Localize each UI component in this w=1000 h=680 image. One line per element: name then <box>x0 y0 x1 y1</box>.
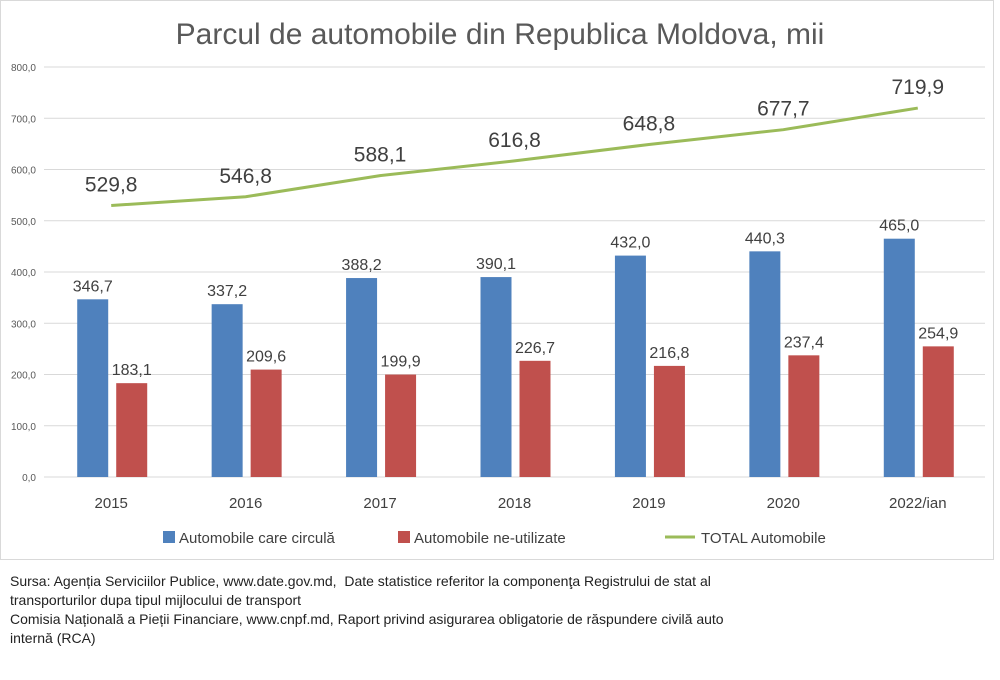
legend-swatch <box>163 531 175 543</box>
y-tick-label: 200,0 <box>11 371 36 382</box>
source-note: Sursa: Agenția Serviciilor Publice, www.… <box>10 572 870 648</box>
y-tick-label: 0,0 <box>22 473 36 484</box>
data-label: 199,9 <box>381 354 421 371</box>
x-tick-label: 2020 <box>767 495 800 512</box>
source-line: Comisia Națională a Pieții Financiare, w… <box>10 611 724 627</box>
x-tick-label: 2017 <box>363 495 396 512</box>
bar-circulating <box>480 277 512 477</box>
bar-circulating <box>77 299 109 477</box>
line-total <box>111 106 919 207</box>
y-tick-label: 500,0 <box>11 217 36 228</box>
x-tick-label: 2018 <box>498 495 531 512</box>
y-tick-label: 800,0 <box>11 63 36 74</box>
chart-area <box>0 0 994 560</box>
data-label: 432,0 <box>610 235 650 252</box>
legend-label: TOTAL Automobile <box>701 530 826 547</box>
bar-unused <box>250 369 282 477</box>
y-tick-label: 700,0 <box>11 114 36 125</box>
chart-title: Parcul de automobile din Republica Moldo… <box>176 18 825 51</box>
data-label: 440,3 <box>745 230 785 247</box>
x-tick-label: 2016 <box>229 495 262 512</box>
data-label: 216,8 <box>649 345 689 362</box>
source-line: Sursa: Agenția Serviciilor Publice, www.… <box>10 573 711 589</box>
legend-label: Automobile care circulă <box>179 530 336 547</box>
bar-circulating <box>883 238 915 477</box>
data-label: 183,1 <box>112 362 152 379</box>
bar-circulating <box>614 255 646 477</box>
bar-unused <box>653 365 685 477</box>
chart: Parcul de automobile din Republica Moldo… <box>11 18 985 547</box>
data-label: 346,7 <box>73 278 113 295</box>
legend-label: Automobile ne-utilizate <box>414 530 566 547</box>
data-label-total: 719,9 <box>892 76 945 99</box>
data-label-total: 648,8 <box>623 112 676 135</box>
data-label-total: 588,1 <box>354 144 407 167</box>
data-label-total: 529,8 <box>85 173 138 196</box>
x-tick-label: 2015 <box>95 495 128 512</box>
data-label: 337,2 <box>207 283 247 300</box>
data-label-total: 677,7 <box>757 98 810 121</box>
x-tick-label: 2022/ian <box>889 495 947 512</box>
source-line: internă (RCA) <box>10 630 96 646</box>
y-tick-label: 100,0 <box>11 422 36 433</box>
data-label-total: 616,8 <box>488 129 541 152</box>
x-tick-label: 2019 <box>632 495 665 512</box>
data-label: 237,4 <box>784 334 824 351</box>
legend-swatch <box>398 531 410 543</box>
bar-circulating <box>346 278 378 477</box>
data-label-total: 546,8 <box>219 165 272 188</box>
y-tick-label: 600,0 <box>11 166 36 177</box>
bar-unused <box>788 355 820 477</box>
data-label: 388,2 <box>342 257 382 274</box>
data-label: 209,6 <box>246 349 286 366</box>
data-label: 390,1 <box>476 256 516 273</box>
bar-unused <box>922 346 954 477</box>
y-tick-label: 400,0 <box>11 268 36 279</box>
bar-unused <box>116 383 148 477</box>
source-line: transporturilor dupa tipul mijlocului de… <box>10 592 302 608</box>
bar-unused <box>385 374 417 477</box>
bar-circulating <box>749 251 781 477</box>
data-label: 254,9 <box>918 325 958 342</box>
bar-circulating <box>211 304 243 477</box>
data-label: 465,0 <box>879 218 919 235</box>
data-label: 226,7 <box>515 340 555 357</box>
bar-unused <box>519 360 551 477</box>
y-tick-label: 300,0 <box>11 319 36 330</box>
